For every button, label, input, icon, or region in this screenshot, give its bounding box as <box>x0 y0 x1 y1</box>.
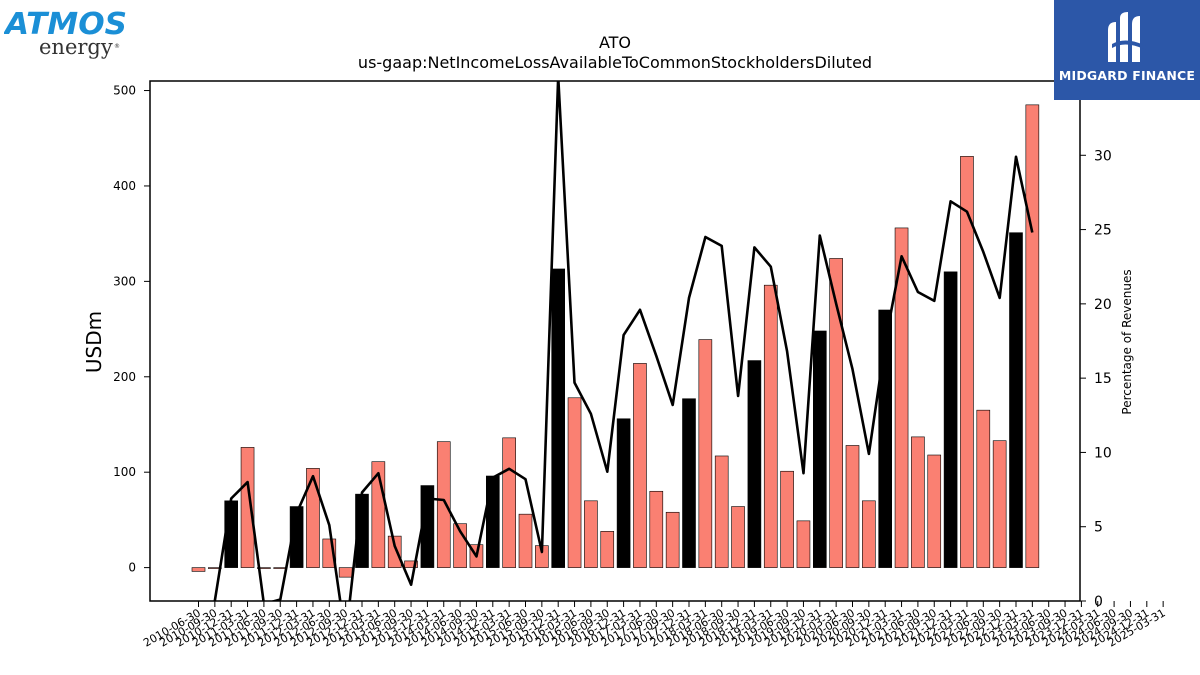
bar <box>763 284 778 568</box>
plot-area: 01002003004005000510152025302010-06-3020… <box>113 80 1168 650</box>
bar <box>436 441 451 568</box>
y2-tick-label: 15 <box>1094 371 1112 387</box>
chart-subtitle: us-gaap:NetIncomeLossAvailableToCommonSt… <box>358 53 872 72</box>
y2-tick-label: 0 <box>1094 594 1103 610</box>
bar <box>878 309 893 568</box>
bar <box>404 560 418 568</box>
bar <box>257 567 271 569</box>
bar <box>633 363 647 568</box>
bar <box>665 511 680 568</box>
y2-axis-label: Percentage of Revenues <box>1120 269 1134 414</box>
y-tick-label: 300 <box>113 274 136 288</box>
midgard-finance-wordmark: MIDGARD FINANCE <box>1058 68 1196 83</box>
bar <box>780 470 794 568</box>
y2-tick-label: 10 <box>1094 445 1112 461</box>
bar <box>943 271 958 568</box>
svg-text:ATMOS: ATMOS <box>4 7 127 42</box>
bar <box>567 397 582 568</box>
bar <box>273 567 288 569</box>
bar <box>306 468 320 568</box>
y-tick-label: 100 <box>113 465 136 479</box>
y-tick-label: 0 <box>128 561 136 575</box>
bar <box>698 339 713 568</box>
bar <box>960 156 974 568</box>
percentage-line <box>213 81 1034 601</box>
y-tick-label: 400 <box>113 179 136 193</box>
bar <box>240 447 255 568</box>
bar <box>502 437 516 568</box>
bar <box>338 567 353 578</box>
y-tick-label: 500 <box>113 84 136 98</box>
bar <box>911 436 925 568</box>
chart-title: ATO <box>599 33 631 52</box>
bar <box>289 506 304 568</box>
bar <box>1025 104 1040 568</box>
bar <box>485 475 500 568</box>
bar <box>845 445 860 568</box>
bar <box>812 330 827 568</box>
bar <box>191 567 206 572</box>
bar <box>894 227 909 568</box>
y2-tick-label: 20 <box>1094 297 1112 313</box>
bar <box>387 535 402 568</box>
bar <box>682 398 696 568</box>
bar <box>927 454 942 568</box>
atmos-energy-logo: ATMOS energy ® <box>3 4 130 60</box>
svg-text:energy: energy <box>39 35 113 59</box>
bar <box>649 490 664 568</box>
atmos-logo-mark: ATMOS energy ® <box>3 7 127 59</box>
y2-tick-label: 30 <box>1094 148 1112 164</box>
bar <box>992 440 1007 568</box>
bar <box>796 520 811 568</box>
bar <box>551 268 566 568</box>
y-axis-label: USDm <box>82 311 106 373</box>
plot-frame <box>149 80 1081 602</box>
bar <box>714 455 729 568</box>
bar <box>518 513 533 568</box>
bar <box>600 531 615 568</box>
bar <box>1009 232 1023 568</box>
bar <box>976 409 991 568</box>
y2-tick-label: 5 <box>1094 520 1103 536</box>
bar <box>862 500 876 568</box>
midgard-logo-mark <box>1108 12 1146 62</box>
y-tick-label: 200 <box>113 370 136 384</box>
bar <box>584 500 598 568</box>
y2-tick-label: 25 <box>1094 223 1112 239</box>
bar <box>616 418 631 568</box>
svg-text:®: ® <box>114 43 120 50</box>
midgard-finance-logo: MIDGARD FINANCE <box>1054 0 1200 100</box>
bar <box>731 506 745 568</box>
bar <box>747 360 762 568</box>
bar <box>829 258 843 568</box>
